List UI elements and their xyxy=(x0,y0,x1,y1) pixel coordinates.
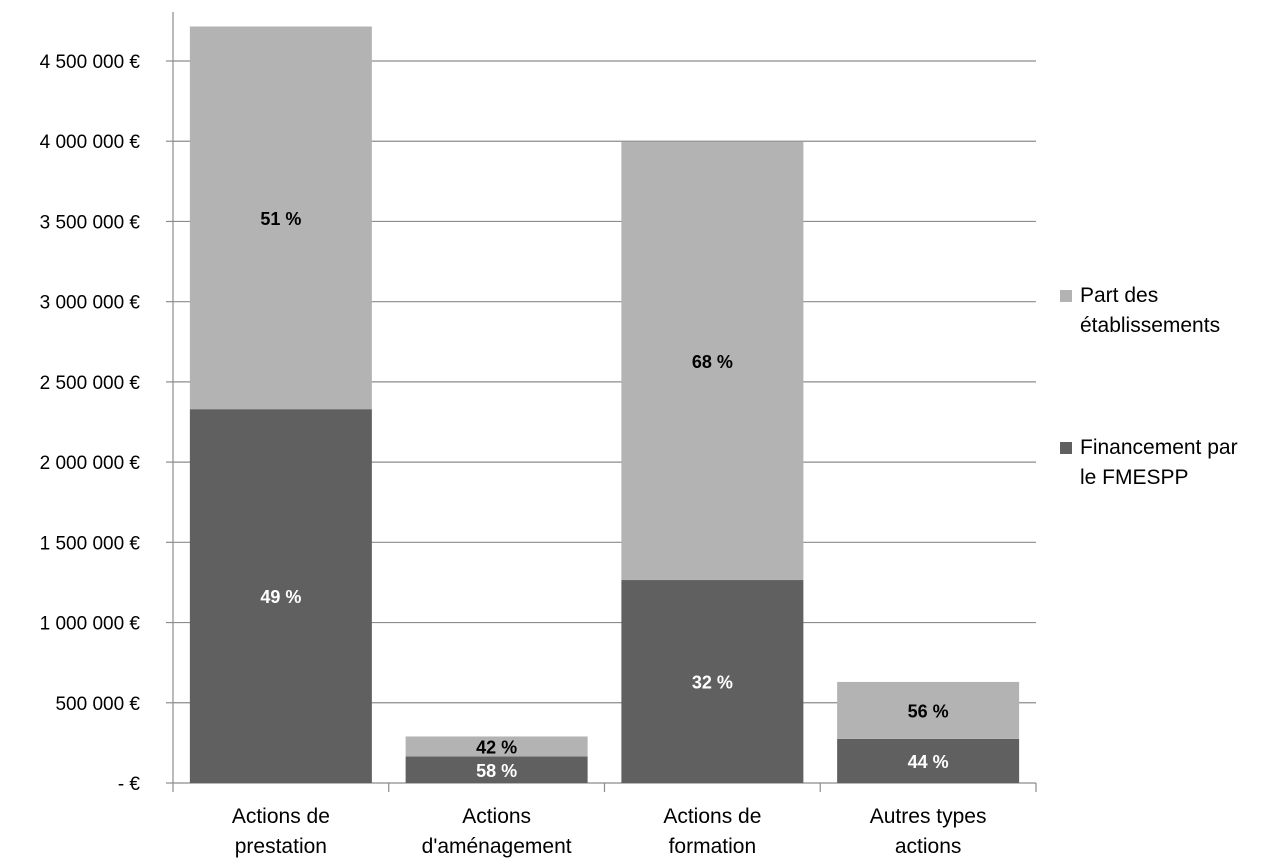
bar-segment xyxy=(837,681,1020,739)
data-label: 49 % xyxy=(260,587,301,607)
data-label: 56 % xyxy=(908,701,949,721)
bar-segment xyxy=(837,738,1020,783)
legend-swatch xyxy=(1060,442,1072,454)
x-category-label: Actions de xyxy=(232,805,330,828)
data-label: 68 % xyxy=(692,352,733,372)
bar-segment xyxy=(621,580,804,783)
y-tick-label: 1 500 000 € xyxy=(40,533,141,554)
bar-segment xyxy=(405,736,588,757)
legend-label: établissements xyxy=(1080,314,1220,337)
legend-label: Part des xyxy=(1080,284,1158,307)
data-label: 44 % xyxy=(908,752,949,772)
y-tick-label: 3 500 000 € xyxy=(40,212,141,233)
data-label: 51 % xyxy=(260,209,301,229)
legend-label: le FMESPP xyxy=(1080,466,1189,489)
legend-label: Financement par xyxy=(1080,436,1238,459)
x-category-label: Actions de xyxy=(663,805,761,828)
y-tick-label: 4 500 000 € xyxy=(40,52,141,73)
y-tick-label: 4 000 000 € xyxy=(40,132,141,153)
y-tick-label: 2 500 000 € xyxy=(40,373,141,394)
y-tick-label: 2 000 000 € xyxy=(40,453,141,474)
y-tick-label: 1 000 000 € xyxy=(40,614,141,635)
y-tick-label: 3 000 000 € xyxy=(40,293,141,314)
x-category-label: Actions xyxy=(462,805,531,828)
x-category-label: formation xyxy=(669,835,757,858)
x-category-label: d'aménagement xyxy=(422,835,572,858)
bar-segment xyxy=(189,26,372,410)
legend-swatch xyxy=(1060,290,1072,302)
x-category-label: prestation xyxy=(235,835,327,858)
bar-segment xyxy=(621,142,804,581)
bar-segment xyxy=(405,756,588,783)
x-category-label: Autres types xyxy=(870,805,987,828)
y-tick-label: 500 000 € xyxy=(55,694,140,715)
bar-segment xyxy=(189,409,372,783)
data-label: 42 % xyxy=(476,737,517,757)
y-tick-label: - € xyxy=(118,774,141,795)
data-label: 32 % xyxy=(692,673,733,693)
x-category-label: actions xyxy=(895,835,962,858)
data-label: 58 % xyxy=(476,761,517,781)
